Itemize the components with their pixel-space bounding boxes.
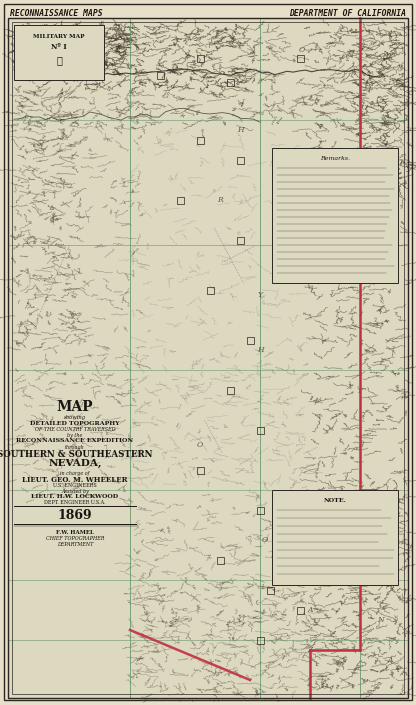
Text: Z: Z <box>307 646 313 654</box>
Text: U.S. ENGINEERS: U.S. ENGINEERS <box>53 483 97 489</box>
Text: Reproduced from the original map in the cartographic section of the National Arc: Reproduced from the original map in the … <box>141 698 275 702</box>
Bar <box>257 637 264 644</box>
Text: Nº I: Nº I <box>51 43 67 51</box>
Text: MAP: MAP <box>57 400 93 414</box>
Text: MILITARY MAP: MILITARY MAP <box>33 35 85 39</box>
Text: A: A <box>387 656 393 664</box>
Bar <box>272 148 398 283</box>
Text: NEVADA,: NEVADA, <box>48 459 102 468</box>
Text: R: R <box>217 196 223 204</box>
Bar <box>197 137 204 144</box>
Text: by the: by the <box>67 433 83 438</box>
Bar <box>207 287 214 294</box>
Text: OF THE COUNTRY TRAVERSED: OF THE COUNTRY TRAVERSED <box>35 427 115 432</box>
Text: F.W. HAMEL: F.W. HAMEL <box>56 530 94 535</box>
Text: LIEUT. GEO. M. WHEELER: LIEUT. GEO. M. WHEELER <box>22 476 128 484</box>
Text: O: O <box>197 441 203 449</box>
Text: DETAILED TOPOGRAPHY: DETAILED TOPOGRAPHY <box>30 421 120 426</box>
Bar <box>267 587 274 594</box>
Text: 1869: 1869 <box>58 509 92 522</box>
Text: O: O <box>172 64 178 72</box>
Text: ✦: ✦ <box>56 56 62 66</box>
Bar <box>297 607 304 614</box>
Text: DEPARTMENT OF CALIFORNIA: DEPARTMENT OF CALIFORNIA <box>289 8 406 18</box>
Bar <box>237 157 244 164</box>
Text: Y: Y <box>258 291 262 299</box>
Bar <box>227 387 234 394</box>
Bar <box>217 557 224 564</box>
Text: through: through <box>65 445 85 450</box>
Bar <box>247 337 254 344</box>
Text: DEPT. ENGINEER U.S.A.: DEPT. ENGINEER U.S.A. <box>44 501 106 505</box>
Text: RECONNAISSANCE EXPEDITION: RECONNAISSANCE EXPEDITION <box>17 438 134 443</box>
Text: H: H <box>257 346 263 354</box>
Text: Remarks.: Remarks. <box>320 156 350 161</box>
Bar <box>197 467 204 474</box>
Text: N: N <box>376 616 383 624</box>
Bar <box>297 55 304 62</box>
Bar <box>257 427 264 434</box>
Text: RECONNAISSANCE MAPS: RECONNAISSANCE MAPS <box>10 8 103 18</box>
Bar <box>177 197 184 204</box>
Text: O: O <box>262 536 268 544</box>
Text: NOTE.: NOTE. <box>324 498 347 503</box>
Text: LIEUT. H.W. LOCKWOOD: LIEUT. H.W. LOCKWOOD <box>32 493 119 498</box>
Text: O: O <box>299 46 305 54</box>
Text: SOUTHERN & SOUTHEASTERN: SOUTHERN & SOUTHEASTERN <box>0 450 153 459</box>
Text: O: O <box>357 566 363 574</box>
Text: H: H <box>237 126 243 134</box>
Bar <box>14 25 104 80</box>
Text: Assisted by: Assisted by <box>61 489 89 493</box>
Text: A: A <box>307 606 313 614</box>
Bar <box>237 237 244 244</box>
Bar <box>197 55 204 62</box>
Text: in charge of: in charge of <box>60 470 90 475</box>
Bar <box>157 72 164 79</box>
Text: DEPARTMENT: DEPARTMENT <box>57 541 93 546</box>
Bar <box>257 507 264 514</box>
Bar <box>272 490 398 585</box>
Text: CHIEF TOPOGRAPHER: CHIEF TOPOGRAPHER <box>46 537 104 541</box>
Text: showing: showing <box>64 415 86 420</box>
Bar <box>227 79 234 86</box>
